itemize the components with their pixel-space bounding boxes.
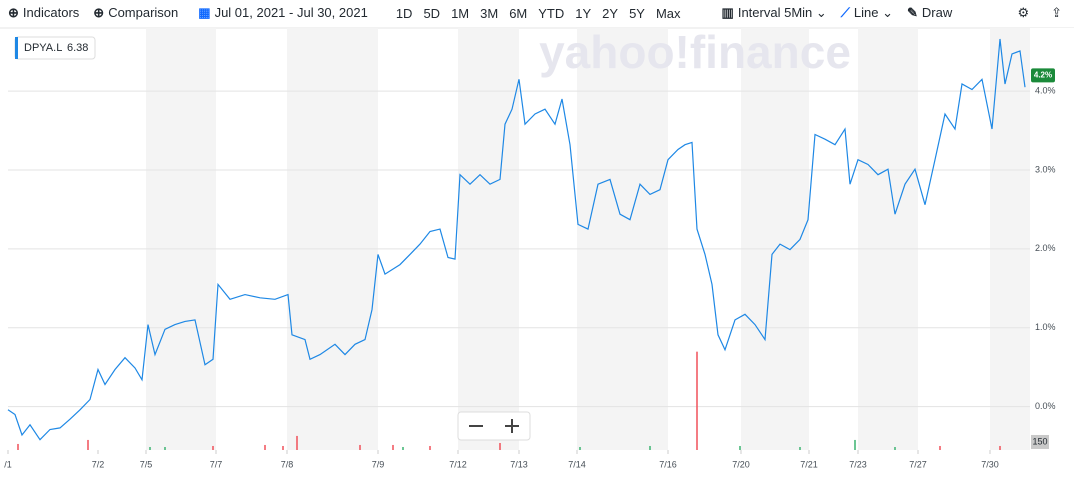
x-tick-label: 7/8 — [281, 459, 294, 469]
x-tick-label: 7/27 — [909, 459, 927, 469]
comparison-button[interactable]: ⊕ Comparison — [93, 5, 179, 20]
zoom-box — [457, 411, 531, 441]
periods: 1D 5D 1M 3M 6M YTD 1Y 2Y 5Y Max — [382, 6, 692, 21]
volume-bar — [149, 447, 151, 450]
volume-bar — [296, 435, 298, 450]
volume-bar — [359, 444, 361, 450]
volume-label: 150 — [1032, 436, 1047, 446]
session-band — [146, 28, 216, 450]
x-tick-label: 7/5 — [140, 459, 153, 469]
session-band — [990, 28, 1030, 450]
date-range[interactable]: ▦ Jul 01, 2021 - Jul 30, 2021 — [198, 5, 368, 20]
zoom-controls — [457, 411, 531, 441]
label: 5Min — [784, 5, 813, 20]
volume-bar — [392, 444, 394, 450]
volume-label-bg — [1031, 434, 1049, 449]
volume-bar — [499, 442, 501, 450]
session-band — [741, 28, 809, 450]
volume-bar — [164, 447, 166, 450]
period-button[interactable]: YTD — [538, 5, 565, 21]
x-tick-label: 7/16 — [659, 459, 677, 469]
period-button[interactable]: 1M — [451, 5, 470, 21]
volume-bar — [939, 445, 941, 450]
y-tick-label: 0.0% — [1035, 401, 1056, 411]
last-price-tag — [1031, 68, 1055, 83]
period-button[interactable]: 1Y — [575, 5, 592, 21]
y-tick-label: 1.0% — [1035, 322, 1056, 332]
x-tick-label: 7/14 — [568, 459, 586, 469]
label: Comparison — [108, 5, 179, 20]
volume-bar — [894, 447, 896, 450]
volume-bar — [999, 445, 1001, 450]
settings-icon[interactable]: ⚙ — [1017, 5, 1030, 20]
volume-bar — [854, 439, 856, 450]
y-axis-bg — [1030, 28, 1074, 478]
indicators-button[interactable]: ⊕ Indicators — [8, 5, 80, 20]
period-button[interactable]: Max — [655, 5, 681, 21]
volume-bar — [212, 445, 214, 450]
session-band — [577, 28, 668, 450]
volume-bar — [799, 447, 801, 450]
price-line — [7, 38, 1026, 441]
x-tick-label: 7/9 — [372, 459, 385, 469]
last-price-label: 4.2% — [1034, 70, 1052, 79]
session-band — [858, 28, 918, 450]
y-tick-label: 4.0% — [1035, 85, 1056, 95]
volume-bar — [282, 445, 284, 450]
x-tick-label: 7/12 — [449, 459, 467, 469]
toolbar: ⊕ Indicators ⊕ Comparison ▦ Jul 01, 2021 - … — [0, 0, 1074, 26]
legend-swatch — [15, 37, 18, 59]
session-band — [458, 28, 519, 450]
period-button[interactable]: 5D — [423, 5, 441, 21]
x-tick-label: /1 — [4, 459, 12, 469]
interval-button[interactable]: ▥ Interval 5Min ⌄ — [721, 5, 827, 20]
volume-bar — [429, 445, 431, 450]
volume-bar — [402, 447, 404, 450]
bands — [0, 27, 1074, 450]
label: Line — [853, 5, 879, 20]
legend-quote: 6.38 — [67, 42, 88, 54]
label: Draw — [921, 5, 953, 20]
label: Jul 01, 2021 - Jul 30, 2021 — [214, 5, 368, 20]
volume-bar — [17, 443, 19, 450]
x-tick-label: 7/23 — [849, 459, 867, 469]
y-tick-label: 3.0% — [1035, 164, 1056, 174]
draw-button[interactable]: ✎ Draw — [907, 5, 953, 20]
legend-name: DPYA.L — [24, 42, 62, 54]
volume-bar — [264, 444, 266, 450]
x-tick-label: 7/7 — [210, 459, 223, 469]
volume-bar — [579, 447, 581, 450]
y-tick-label: 2.0% — [1035, 243, 1056, 253]
volume-bar — [739, 445, 741, 450]
label: Indicators — [22, 5, 80, 20]
period-button[interactable]: 5Y — [629, 5, 645, 21]
x-tick-label: 7/13 — [510, 459, 528, 469]
x-tick-label: 7/20 — [732, 459, 750, 469]
volume-bar — [696, 351, 698, 450]
period-button[interactable]: 2Y — [602, 5, 619, 21]
watermark: yahoo!finance — [539, 26, 851, 78]
period-button[interactable]: 6M — [509, 5, 528, 21]
volume-bar — [87, 439, 89, 450]
label: Interval — [737, 5, 781, 20]
session-band — [287, 28, 378, 450]
share-icon[interactable]: ⇪ — [1051, 5, 1062, 20]
volume-bar — [649, 445, 651, 450]
x-tick-label: 7/30 — [981, 459, 999, 469]
x-tick-label: 7/21 — [800, 459, 818, 469]
chart-type-button[interactable]: ⟋ Line ⌄ — [840, 5, 893, 20]
x-tick-label: 7/2 — [92, 459, 105, 469]
period-button[interactable]: 3M — [480, 5, 499, 21]
period-button[interactable]: 1D — [395, 5, 413, 21]
